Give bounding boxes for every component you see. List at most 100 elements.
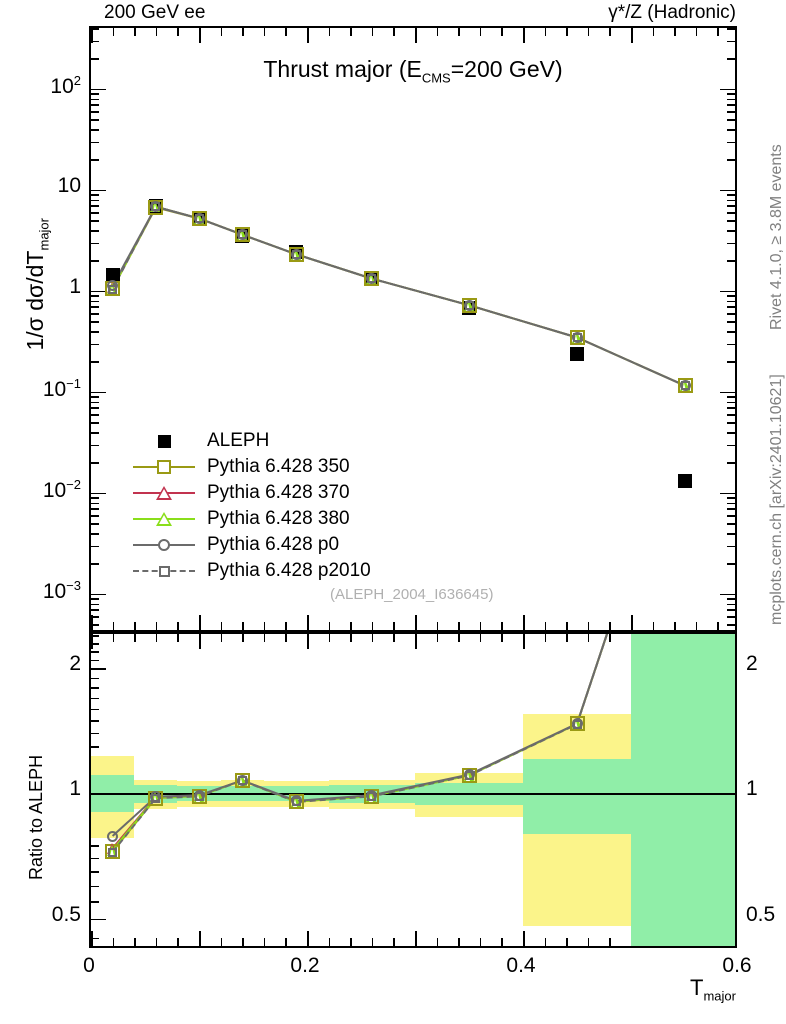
axis-tick — [727, 343, 735, 346]
axis-tick — [436, 634, 439, 642]
data-point-marker — [570, 347, 584, 362]
axis-tick — [91, 651, 99, 653]
axis-tick — [91, 598, 99, 601]
data-point-marker — [364, 788, 380, 804]
axis-tick — [91, 746, 99, 748]
series-line — [111, 634, 609, 851]
axis-tick — [458, 634, 460, 642]
axis-tick — [91, 205, 99, 208]
axis-tick — [91, 462, 99, 464]
axis-tick — [91, 159, 99, 161]
axis-tick — [134, 634, 136, 642]
legend-key — [133, 532, 195, 558]
legend-item-pythia-6-428-p0[interactable]: Pythia 6.428 p0 — [133, 532, 371, 558]
axis-tick — [263, 622, 266, 630]
axis-tick — [91, 407, 99, 410]
y-tick-label-ratio-right: 2 — [746, 652, 758, 676]
axis-tick — [91, 937, 99, 940]
axis-tick — [415, 28, 417, 43]
axis-tick — [91, 242, 99, 245]
axis-tick — [727, 28, 735, 30]
data-point-marker — [105, 267, 120, 282]
series-line — [111, 206, 686, 387]
data-point-marker — [569, 329, 585, 345]
axis-tick — [727, 300, 735, 303]
axis-tick — [350, 622, 352, 630]
axis-tick — [727, 523, 735, 525]
axis-tick — [91, 502, 99, 505]
axis-tick — [242, 938, 244, 946]
axis-tick — [91, 634, 93, 649]
legend-key — [133, 480, 195, 506]
axis-tick — [587, 634, 590, 642]
axis-tick — [91, 497, 99, 500]
axis-tick — [91, 643, 99, 645]
analysis-id-watermark: (ALEPH_2004_I636645) — [330, 586, 494, 603]
axis-tick — [199, 931, 201, 946]
legend-item-pythia-6-428-380[interactable]: Pythia 6.428 380 — [133, 506, 371, 532]
axis-tick — [458, 28, 460, 36]
axis-tick — [674, 622, 676, 630]
data-point-marker — [291, 249, 301, 259]
axis-tick — [523, 931, 525, 946]
legend-label: Pythia 6.428 p2010 — [207, 560, 371, 581]
data-point-marker — [367, 274, 377, 284]
axis-tick — [727, 502, 735, 505]
axis-tick — [91, 697, 99, 700]
axis-tick — [91, 563, 99, 565]
axis-tick — [307, 931, 309, 946]
y-tick-label-main: 10−2 — [42, 476, 81, 502]
axis-tick — [479, 622, 482, 630]
axis-tick — [307, 634, 309, 649]
axis-tick — [91, 668, 106, 670]
axis-tick — [727, 242, 735, 245]
axis-tick — [727, 159, 735, 161]
axis-tick — [609, 622, 611, 630]
legend-item-pythia-6-428-350[interactable]: Pythia 6.428 350 — [133, 454, 371, 480]
axis-tick — [544, 622, 547, 630]
axis-tick — [544, 28, 547, 36]
axis-tick — [134, 28, 136, 36]
axis-tick — [727, 616, 735, 618]
axis-tick — [436, 28, 439, 36]
axis-tick — [727, 401, 735, 404]
axis-tick — [263, 28, 266, 36]
axis-tick — [220, 28, 223, 36]
legend-item-aleph[interactable]: ALEPH — [133, 428, 371, 454]
legend-key — [133, 558, 195, 584]
axis-tick — [523, 634, 525, 649]
legend-item-pythia-6-428-370[interactable]: Pythia 6.428 370 — [133, 480, 371, 506]
data-point-marker — [464, 771, 474, 781]
axis-tick — [134, 938, 136, 946]
axis-tick — [177, 28, 179, 36]
legend-marker-triangle-open-icon — [156, 512, 172, 526]
axis-tick — [727, 212, 735, 214]
legend-item-pythia-6-428-p2010[interactable]: Pythia 6.428 p2010 — [133, 558, 371, 584]
data-point-marker — [569, 716, 585, 732]
main-plot-frame — [89, 26, 737, 632]
axis-tick — [91, 659, 99, 662]
axis-tick — [91, 732, 99, 735]
axis-tick — [727, 58, 735, 60]
legend-label: Pythia 6.428 380 — [207, 508, 350, 529]
axis-tick — [220, 938, 223, 946]
axis-tick — [91, 111, 99, 113]
axis-tick — [91, 414, 99, 416]
axis-tick — [436, 938, 439, 946]
axis-tick — [91, 616, 99, 618]
axis-tick — [91, 119, 99, 121]
axis-tick — [263, 634, 266, 642]
axis-tick — [91, 260, 99, 262]
axis-tick — [720, 290, 735, 293]
axis-tick — [91, 603, 99, 606]
data-point-marker — [194, 213, 204, 223]
axis-tick — [727, 321, 735, 323]
axis-tick — [220, 634, 223, 642]
data-point-marker — [288, 794, 304, 810]
axis-tick — [720, 391, 735, 394]
axis-tick — [91, 361, 99, 363]
y-tick-label-ratio-left: 0.5 — [51, 902, 81, 926]
y-tick-label-main: 10−3 — [42, 577, 81, 603]
axis-tick — [91, 40, 99, 43]
axis-tick — [727, 563, 735, 565]
